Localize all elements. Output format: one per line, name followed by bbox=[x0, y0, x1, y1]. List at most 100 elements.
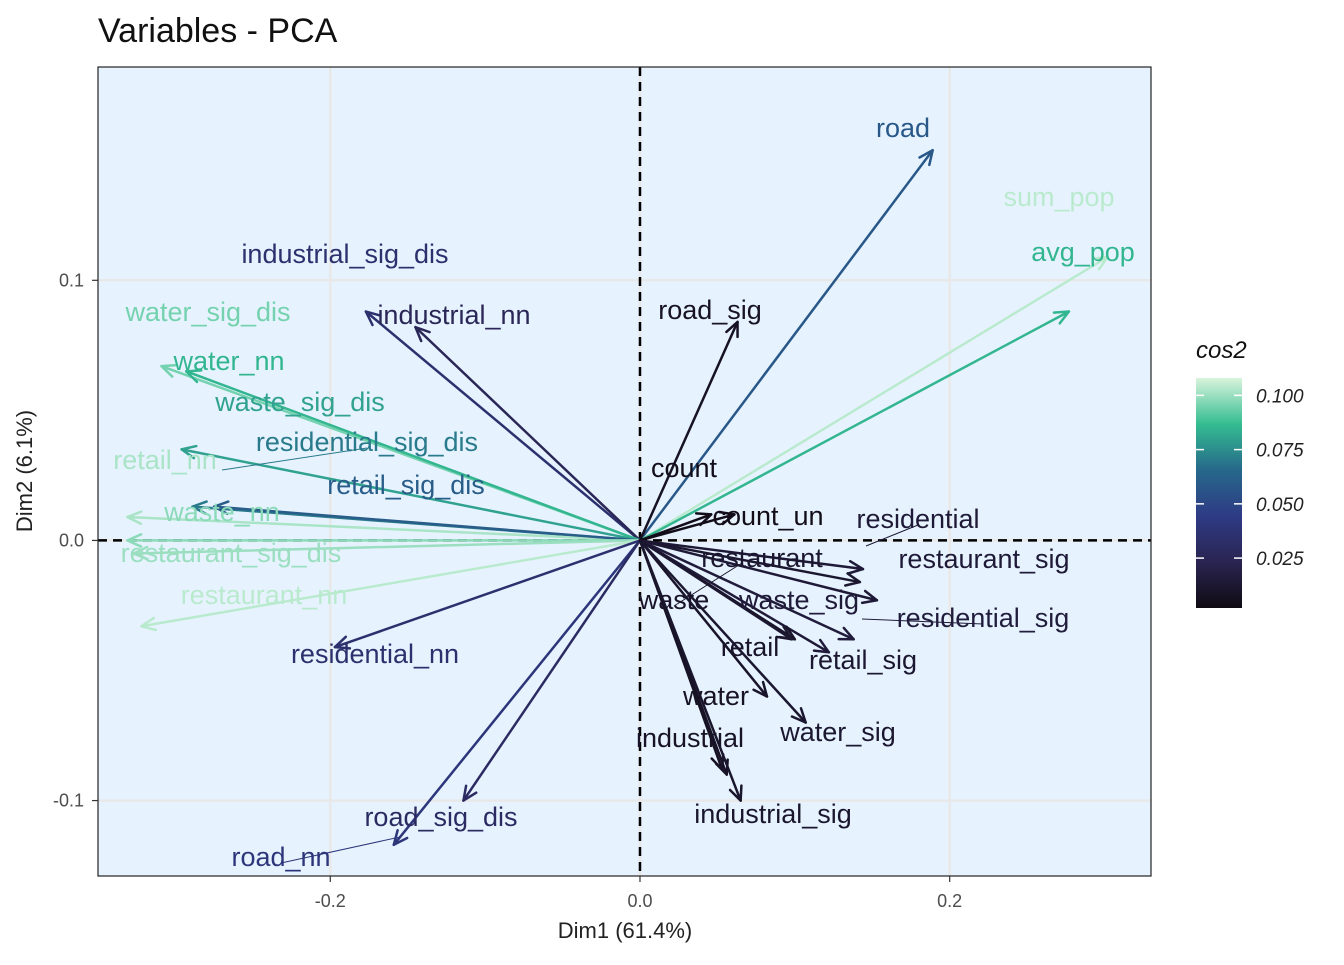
arrow-sum_pop bbox=[638, 255, 1109, 542]
label-residential_sig_dis: residential_sig_dis bbox=[256, 427, 478, 457]
arrow-shaft bbox=[333, 539, 642, 649]
x-tick-label: -0.2 bbox=[315, 891, 346, 911]
leader-waste bbox=[673, 562, 743, 607]
arrow-residential_nn bbox=[333, 539, 642, 650]
arrow-shaft bbox=[126, 515, 642, 542]
leader-residential bbox=[865, 524, 919, 547]
label-industrial: industrial bbox=[636, 723, 744, 753]
arrow-residential_sig bbox=[638, 539, 855, 641]
leader-road_nn bbox=[280, 836, 401, 864]
arrow-shaft bbox=[638, 513, 736, 542]
arrow-shaft bbox=[462, 539, 642, 802]
label-water_sig: water_sig bbox=[779, 717, 896, 747]
arrow-head bbox=[860, 589, 879, 605]
label-residential: residential bbox=[856, 504, 979, 534]
chart-title: Variables - PCA bbox=[98, 12, 338, 50]
arrow-head bbox=[718, 510, 736, 526]
arrow-head bbox=[185, 369, 203, 384]
leader-residential_sig bbox=[861, 618, 984, 625]
label-waste_sig_dis: waste_sig_dis bbox=[214, 387, 385, 417]
arrow-shaft bbox=[132, 539, 642, 555]
arrow-head bbox=[132, 545, 149, 561]
label-retail_sig_dis: retail_sig_dis bbox=[327, 470, 485, 500]
y-tick-label: 0.0 bbox=[59, 530, 84, 550]
arrow-head bbox=[462, 784, 478, 802]
legend-title: cos2 bbox=[1196, 337, 1247, 364]
arrow-restaurant_sig_dis bbox=[132, 539, 642, 561]
label-restaurant: restaurant bbox=[701, 543, 823, 573]
x-tick-label: 0.0 bbox=[627, 891, 652, 911]
label-water_sig_dis: water_sig_dis bbox=[124, 297, 290, 327]
label-count_un: count_un bbox=[712, 501, 823, 531]
legend-colorbar bbox=[1196, 378, 1242, 608]
arrow-shaft bbox=[185, 370, 642, 542]
arrow-road_nn bbox=[392, 539, 642, 847]
label-waste_sig: waste_sig bbox=[738, 585, 859, 615]
x-axis-label: Dim1 (61.4%) bbox=[558, 918, 692, 943]
label-retail: retail bbox=[721, 632, 780, 662]
arrow-head bbox=[844, 572, 862, 587]
label-restaurant_sig_dis: restaurant_sig_dis bbox=[121, 538, 342, 568]
arrow-water_sig bbox=[638, 539, 807, 724]
label-avg_pop: avg_pop bbox=[1031, 237, 1135, 267]
arrow-residential bbox=[638, 539, 865, 575]
arrow-shaft bbox=[638, 539, 769, 698]
arrow-head bbox=[1052, 310, 1071, 325]
arrow-restaurant_nn bbox=[140, 539, 642, 632]
label-road_nn: road_nn bbox=[231, 842, 330, 872]
legend-tick-label: 0.050 bbox=[1256, 495, 1304, 516]
arrow-head bbox=[140, 616, 158, 632]
variable-labels: road sum_pop avg_pop road_sig industrial_sig… bbox=[113, 113, 1135, 872]
arrow-head bbox=[1091, 255, 1109, 271]
label-waste_nn: waste_nn bbox=[163, 497, 280, 527]
arrow-shaft bbox=[638, 539, 742, 802]
arrow-shaft bbox=[364, 310, 642, 542]
arrow-head bbox=[728, 784, 743, 802]
label-leader-lines bbox=[221, 447, 984, 864]
label-retail_sig: retail_sig bbox=[809, 645, 917, 675]
arrow-shaft bbox=[140, 539, 642, 628]
arrow-shaft bbox=[638, 539, 862, 584]
x-tick-label: 0.2 bbox=[937, 891, 962, 911]
arrow-avg_pop bbox=[638, 310, 1071, 542]
arrow-head bbox=[212, 500, 230, 516]
y-axis-ticks: -0.1 0.0 0.1 bbox=[53, 270, 98, 811]
arrow-head bbox=[414, 325, 431, 343]
label-restaurant_sig: restaurant_sig bbox=[898, 544, 1069, 574]
legend-tick-label: 0.075 bbox=[1256, 441, 1304, 462]
legend-tick-label: 0.100 bbox=[1256, 386, 1304, 407]
arrow-water_nn bbox=[185, 369, 642, 542]
x-axis-ticks: -0.2 0.0 0.2 bbox=[315, 876, 962, 911]
arrow-shaft bbox=[638, 148, 934, 542]
label-industrial_sig_dis: industrial_sig_dis bbox=[241, 239, 448, 269]
label-sum_pop: sum_pop bbox=[1003, 182, 1114, 212]
label-waste: waste bbox=[638, 585, 710, 615]
arrow-head bbox=[812, 638, 831, 654]
arrow-head bbox=[837, 626, 855, 641]
label-retail_nn: retail_nn bbox=[113, 445, 217, 475]
label-residential_nn: residential_nn bbox=[291, 639, 459, 669]
arrow-shaft bbox=[638, 539, 807, 724]
y-tick-label: 0.1 bbox=[59, 270, 84, 290]
label-road_sig: road_sig bbox=[658, 295, 762, 325]
y-axis-label: Dim2 (6.1%) bbox=[12, 410, 37, 532]
arrow-head bbox=[695, 512, 713, 527]
label-road_sig_dis: road_sig_dis bbox=[364, 802, 517, 832]
arrow-industrial_nn bbox=[414, 325, 642, 542]
arrow-shaft bbox=[638, 320, 739, 542]
arrow-head bbox=[126, 533, 143, 548]
plot-panel-border bbox=[97, 66, 1152, 877]
arrow-head bbox=[126, 510, 143, 526]
arrow-head bbox=[392, 829, 409, 847]
arrow-head bbox=[160, 363, 178, 378]
label-road: road bbox=[876, 113, 930, 143]
y-tick-label: -0.1 bbox=[53, 791, 84, 811]
label-water_nn: water_nn bbox=[172, 346, 284, 376]
label-water: water bbox=[682, 681, 749, 711]
label-industrial_nn: industrial_nn bbox=[377, 300, 530, 330]
arrow-shaft bbox=[638, 255, 1109, 542]
arrow-retail_sig_dis bbox=[212, 500, 642, 542]
label-restaurant_nn: restaurant_nn bbox=[181, 580, 348, 610]
